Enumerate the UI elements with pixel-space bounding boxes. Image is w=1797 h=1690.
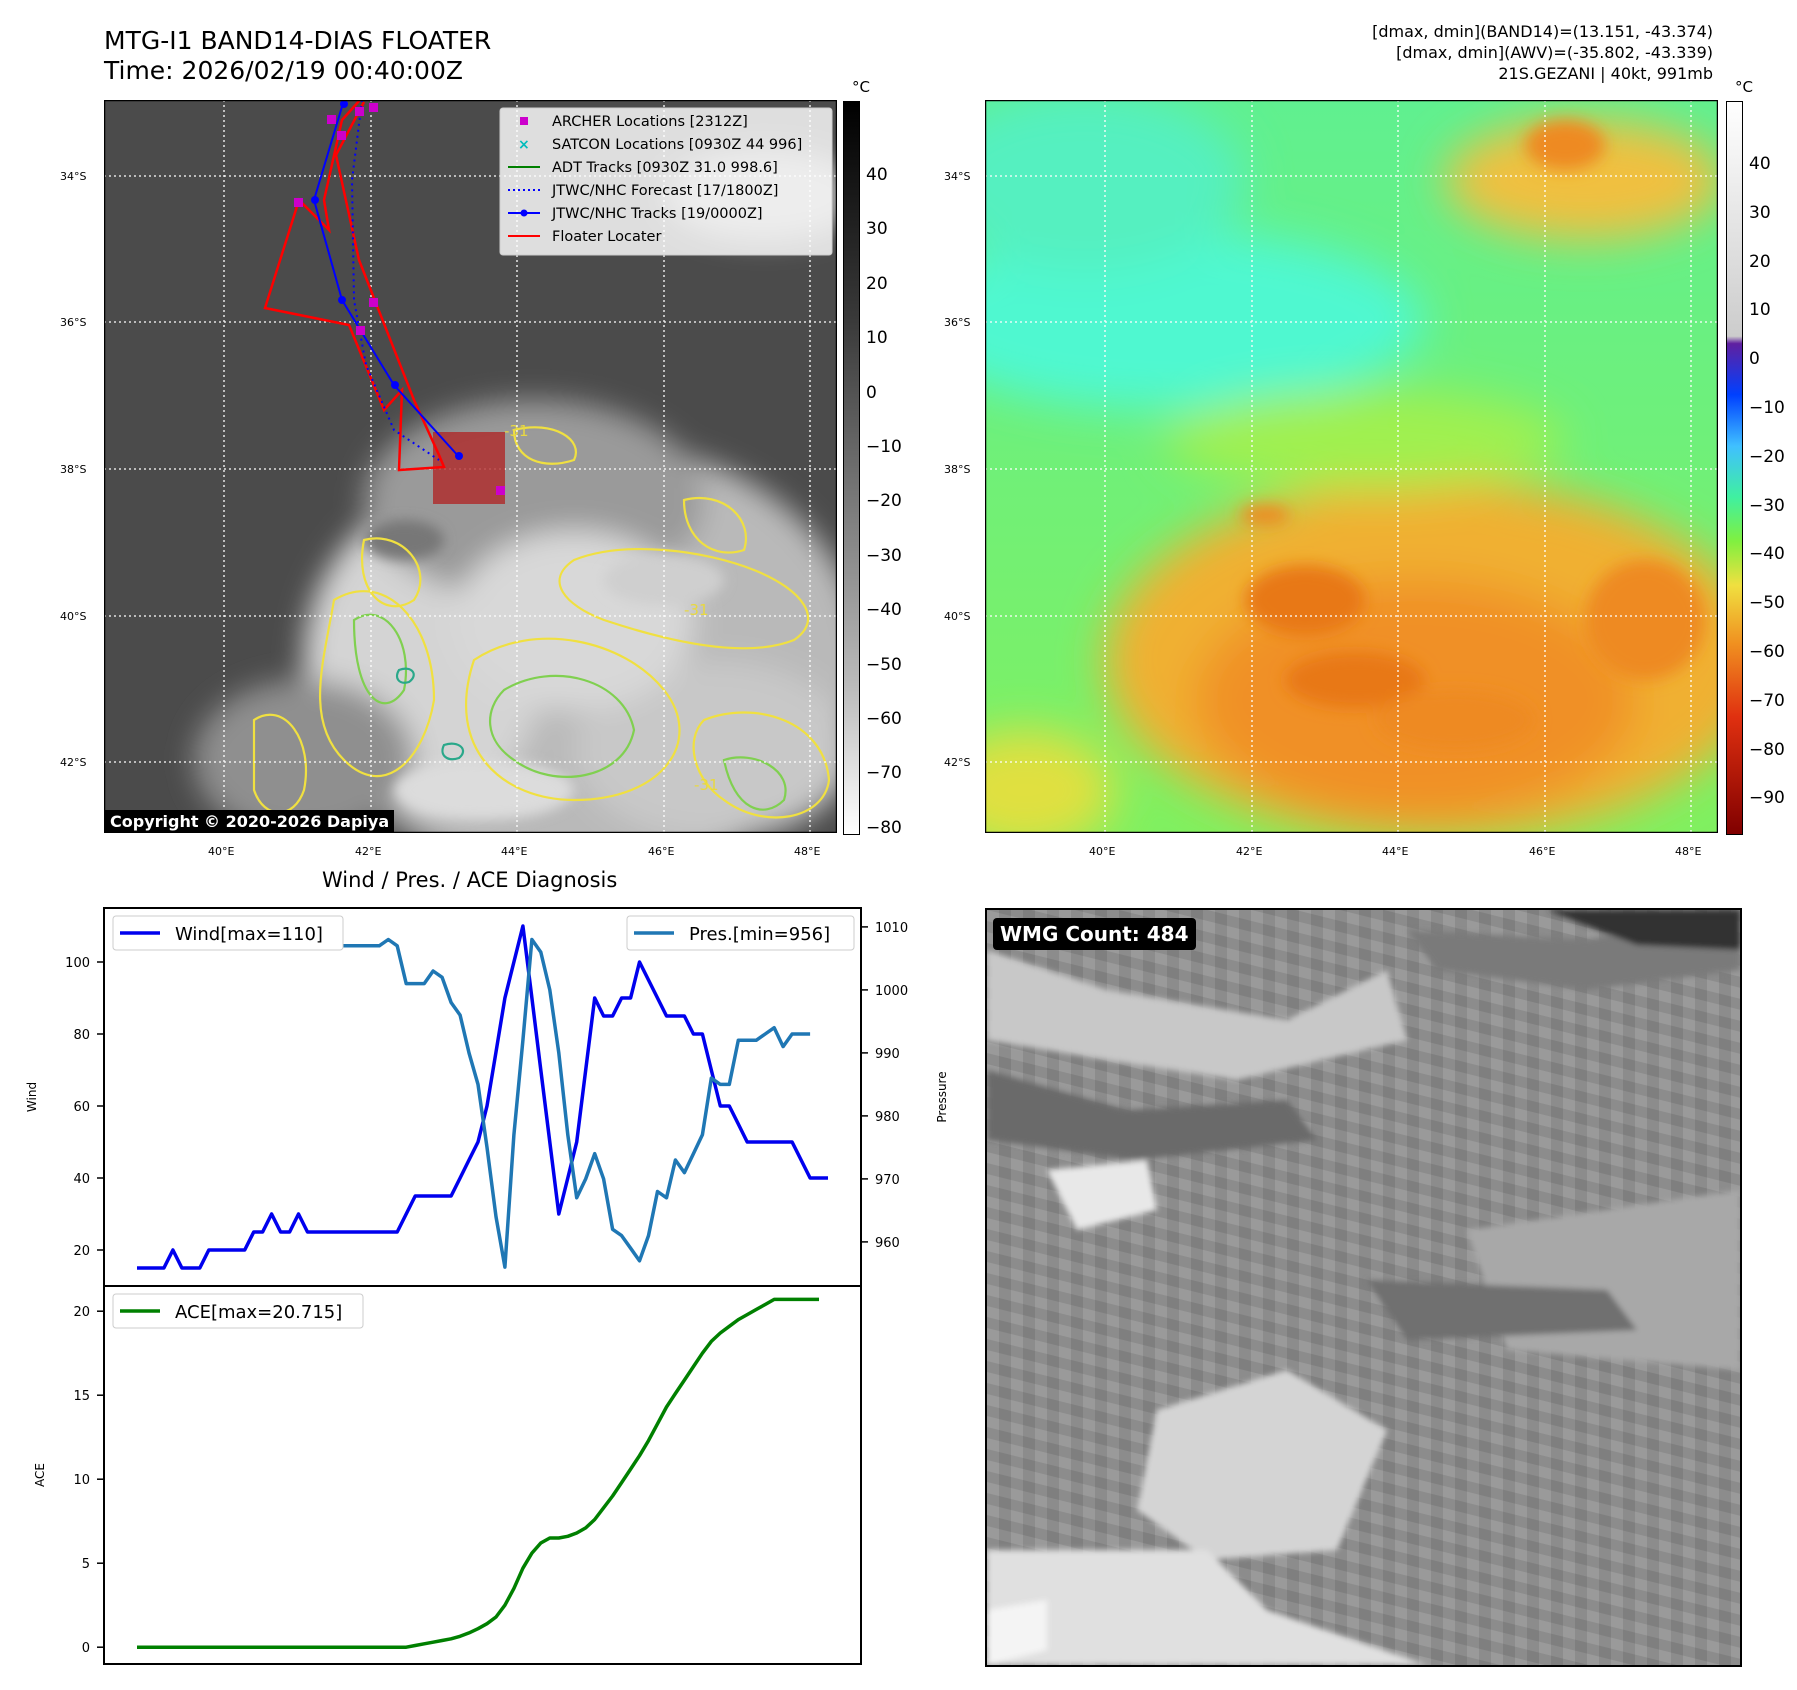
ace-series-line	[137, 1297, 819, 1649]
lon-label: 44°E	[501, 845, 528, 858]
lat-label: 38°S	[60, 463, 87, 476]
lon-label: 40°E	[208, 845, 235, 858]
legend-adt: ADT Tracks [0930Z 31.0 998.6]	[552, 160, 778, 176]
legend-archer: ARCHER Locations [2312Z]	[552, 114, 748, 130]
wind-yticks: 20 40 60 80 100	[65, 956, 104, 1259]
contours-minus31	[252, 426, 831, 819]
ace-ytick: 20	[73, 1305, 90, 1320]
colorbar-gray	[843, 101, 860, 835]
colorbar-gray-unit: °C	[852, 78, 870, 96]
colorbar-color	[1726, 101, 1743, 835]
title-line2: Time: 2026/02/19 00:40:00Z	[104, 56, 463, 85]
ace-legend-label: ACE[max=20.715]	[175, 1302, 342, 1323]
wmg-mosaic	[987, 910, 1740, 1665]
lon-label: 46°E	[648, 845, 675, 858]
pres-yticks: 960 970 980 990 1000 1010	[861, 921, 908, 1251]
pres-ytick: 1000	[875, 984, 908, 999]
map-legend: ARCHER Locations [2312Z] × SATCON Locati…	[499, 107, 833, 256]
lon-label: 40°E	[1089, 845, 1116, 858]
wmg-features	[987, 910, 1740, 1665]
pres-ytick: 990	[875, 1047, 900, 1062]
lon-label: 44°E	[1382, 845, 1409, 858]
diagnosis-title: Wind / Pres. / ACE Diagnosis	[322, 868, 618, 892]
wind-ytick: 100	[65, 956, 90, 971]
wind-ytick: 20	[73, 1244, 90, 1259]
contour-label: -31	[504, 422, 529, 440]
wmg-count-badge: WMG Count: 484	[993, 918, 1196, 950]
lon-label: 42°E	[355, 845, 382, 858]
awv-map-svg	[905, 90, 1765, 850]
contour-label: -31	[684, 601, 709, 619]
pres-ylabel: Pressure	[935, 1071, 949, 1122]
awv-color-map	[905, 90, 1765, 850]
pres-ytick: 980	[875, 1110, 900, 1125]
wind-ylabel: Wind	[25, 1082, 39, 1112]
legend-satcon: SATCON Locations [0930Z 44 996]	[552, 137, 802, 153]
floater-locater-track	[263, 99, 446, 472]
ir-map-svg: -31 -31 -31	[102, 98, 864, 880]
ace-ytick: 10	[73, 1473, 90, 1488]
ace-ytick: 5	[82, 1557, 90, 1572]
ace-ytick: 0	[82, 1641, 90, 1656]
copyright-badge: Copyright © 2020-2026 Dapiya	[105, 810, 395, 833]
archer-points	[294, 103, 505, 495]
pres-ytick: 1010	[875, 921, 908, 936]
wind-ytick: 40	[73, 1172, 90, 1187]
lat-label: 40°S	[60, 610, 87, 623]
info-line3: 21S.GEZANI | 40kt, 991mb	[1498, 64, 1713, 83]
legend-floater: Floater Locater	[552, 229, 661, 245]
lat-label: 42°S	[60, 756, 87, 769]
wind-ytick: 80	[73, 1028, 90, 1043]
ace-ylabel: ACE	[33, 1463, 47, 1487]
jtwc-track-points	[311, 100, 463, 460]
ace-ytick: 15	[73, 1389, 90, 1404]
colorbar-color-unit: °C	[1735, 78, 1753, 96]
lat-label: 34°S	[944, 170, 971, 183]
lat-label: 42°S	[944, 756, 971, 769]
ace-yticks: 0 5 10 15 20	[73, 1305, 104, 1656]
lat-label: 40°S	[944, 610, 971, 623]
wind-pres-axes	[103, 907, 862, 1287]
svg-text:×: ×	[518, 137, 530, 153]
wind-ytick: 60	[73, 1100, 90, 1115]
pres-ytick: 970	[875, 1173, 900, 1188]
ir-satellite-map: -31 -31 -31	[102, 98, 864, 880]
lon-label: 48°E	[1675, 845, 1702, 858]
colorbar-color-ticks: 40 30 20 10 0 −10 −20 −30 −40 −50 −60 −70 −80 −90	[1749, 154, 1785, 809]
contour-label: -31	[694, 776, 719, 794]
pressure-legend-label: Pres.[min=956]	[689, 924, 830, 945]
wind-legend: Wind[max=110]	[112, 915, 344, 951]
lat-label: 36°S	[944, 316, 971, 329]
awv-cells	[1240, 120, 1705, 750]
pres-ytick: 960	[875, 1236, 900, 1251]
lat-label: 36°S	[60, 316, 87, 329]
lat-label: 38°S	[944, 463, 971, 476]
ace-legend: ACE[max=20.715]	[112, 1293, 364, 1329]
title-line1: MTG-I1 BAND14-DIAS FLOATER	[104, 26, 492, 55]
wmg-panel	[985, 908, 1742, 1667]
info-line2: [dmax, dmin](AWV)=(-35.802, -43.339)	[1396, 43, 1713, 62]
lat-label: 34°S	[60, 170, 87, 183]
lon-label: 48°E	[794, 845, 821, 858]
awv-gridlines	[985, 100, 1718, 833]
pressure-legend: Pres.[min=956]	[626, 915, 855, 951]
diagnosis-chart: 20 40 60 80 100 960 970 980 990 1000 1010 0 5 10 15 2…	[25, 907, 949, 1665]
wind-legend-label: Wind[max=110]	[175, 924, 323, 945]
jtwc-forecast-track	[350, 99, 440, 461]
lon-label: 42°E	[1236, 845, 1263, 858]
ace-axes	[103, 1285, 862, 1665]
legend-jtwc-forecast: JTWC/NHC Forecast [17/1800Z]	[551, 183, 778, 199]
colorbar-gray-ticks: 40 30 20 10 0 −10 −20 −30 −40 −50 −60 −70 −80	[866, 165, 902, 838]
legend-jtwc-tracks: JTWC/NHC Tracks [19/0000Z]	[551, 206, 763, 222]
info-line1: [dmax, dmin](BAND14)=(13.151, -43.374)	[1372, 22, 1713, 41]
lon-label: 46°E	[1529, 845, 1556, 858]
